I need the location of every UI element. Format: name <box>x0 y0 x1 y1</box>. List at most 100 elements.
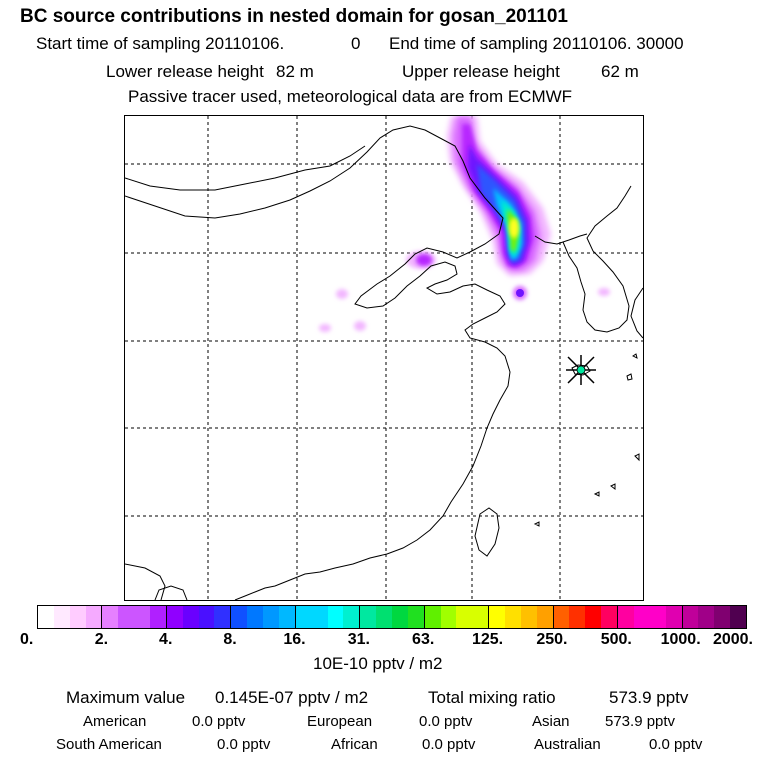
coastline-islands <box>533 353 640 527</box>
plume-cell <box>598 288 610 296</box>
colorbar-interval <box>231 606 296 628</box>
region-name: American <box>83 713 147 730</box>
colorbar-swatch <box>38 606 54 628</box>
region-value: 0.0 pptv <box>419 713 473 730</box>
colorbar-swatch <box>698 606 715 628</box>
map-svg <box>125 116 643 600</box>
upper-release-value: 62 m <box>601 62 639 81</box>
colorbar-swatch <box>360 606 377 628</box>
colorbar-swatch <box>53 606 70 628</box>
coastline-indochina <box>125 563 166 600</box>
colorbar-swatch <box>407 606 424 628</box>
region-name: African <box>331 736 378 753</box>
colorbar-swatch <box>505 606 521 628</box>
coastline-china <box>125 125 511 600</box>
colorbar-swatch <box>327 606 344 628</box>
colorbar-tick-label: 0. <box>20 631 34 648</box>
colorbar-tick-label: 4. <box>159 631 173 648</box>
colorbar-tick-label: 250. <box>536 631 568 648</box>
plume-cell <box>336 289 348 299</box>
upper-release-label: Upper release height <box>402 62 560 81</box>
colorbar-interval <box>360 606 425 628</box>
colorbar-swatch <box>456 606 473 628</box>
colorbar-swatch <box>633 606 650 628</box>
colorbar-swatch <box>343 606 360 628</box>
colorbar-tick-label: 2. <box>94 631 109 648</box>
tracer-note: Passive tracer used, meteorological data… <box>128 87 573 106</box>
colorbar-swatch <box>391 606 408 628</box>
coastline-japan <box>630 287 643 339</box>
colorbar-interval <box>38 606 103 628</box>
colorbar-swatch <box>134 606 151 628</box>
colorbar-swatch <box>536 606 553 628</box>
colorbar-swatch <box>424 606 441 628</box>
colorbar-tick-label: 63. <box>412 631 435 648</box>
colorbar-swatch <box>311 606 328 628</box>
max-value-label: Maximum value <box>66 688 186 707</box>
colorbar-swatch <box>85 606 102 628</box>
plume-cell <box>416 254 432 266</box>
border-mongolia <box>125 145 366 191</box>
colorbar-interval <box>424 606 490 628</box>
colorbar-swatch <box>231 606 248 628</box>
region-value: 573.9 pptv <box>605 713 676 730</box>
region-name: South American <box>56 736 162 753</box>
coastlines <box>125 125 643 600</box>
colorbar-swatch <box>278 606 295 628</box>
colorbar-tick-label: 500. <box>600 631 632 648</box>
max-value: 0.145E-07 pptv / m2 <box>215 688 369 707</box>
colorbar-swatch <box>489 606 506 628</box>
coastline-jeju <box>571 364 591 376</box>
lower-release-value: 82 m <box>276 62 314 81</box>
colorbar-swatch <box>553 606 570 628</box>
region-name: Asian <box>532 713 570 730</box>
colorbar-swatch <box>166 606 183 628</box>
colorbar-swatch <box>730 606 746 628</box>
colorbar-interval <box>102 606 167 628</box>
colorbar-tick-label: 2000. <box>712 631 754 648</box>
region-value: 0.0 pptv <box>422 736 476 753</box>
plume-cell <box>354 321 366 331</box>
colorbar-interval <box>553 606 619 628</box>
coastline-hainan <box>154 585 188 600</box>
region-value: 0.0 pptv <box>649 736 703 753</box>
tracer-plume <box>319 116 610 332</box>
colorbar-tick-label: 31. <box>347 631 370 648</box>
colorbar-interval <box>682 606 746 628</box>
colorbar-unit-label: 10E-10 pptv / m2 <box>313 654 443 673</box>
colorbar <box>37 605 747 629</box>
colorbar-swatch <box>69 606 86 628</box>
colorbar-swatch <box>182 606 199 628</box>
total-mixing-label: Total mixing ratio <box>428 688 556 707</box>
colorbar-tick-label: 16. <box>283 631 306 648</box>
coastline-korea <box>562 185 632 333</box>
colorbar-tick-label: 1000. <box>660 631 701 648</box>
plume-cell <box>516 289 524 297</box>
colorbar-tick-label: 125. <box>471 631 504 648</box>
colorbar-swatch <box>649 606 666 628</box>
map-title: BC source contributions in nested domain… <box>20 6 568 27</box>
total-mixing-value: 573.9 pptv <box>609 688 689 707</box>
colorbar-swatch <box>618 606 634 628</box>
colorbar-swatch <box>569 606 586 628</box>
region-name: European <box>307 713 373 730</box>
colorbar-swatch <box>601 606 618 628</box>
colorbar-interval <box>166 606 232 628</box>
colorbar-swatch <box>665 606 682 628</box>
colorbar-swatch <box>247 606 264 628</box>
plume-cell <box>509 218 519 238</box>
colorbar-swatch <box>118 606 135 628</box>
region-value: 0.0 pptv <box>217 736 271 753</box>
region-name: Australian <box>534 736 601 753</box>
end-time-label: End time of sampling 20110106. 30000 <box>389 34 684 53</box>
colorbar-swatch <box>682 606 699 628</box>
colorbar-swatch <box>263 606 279 628</box>
colorbar-swatch <box>214 606 231 628</box>
colorbar-swatch <box>198 606 215 628</box>
region-value: 0.0 pptv <box>192 713 246 730</box>
colorbar-interval <box>295 606 361 628</box>
colorbar-interval <box>618 606 683 628</box>
colorbar-interval <box>489 606 554 628</box>
colorbar-swatch <box>520 606 537 628</box>
plume-cell <box>319 324 331 332</box>
